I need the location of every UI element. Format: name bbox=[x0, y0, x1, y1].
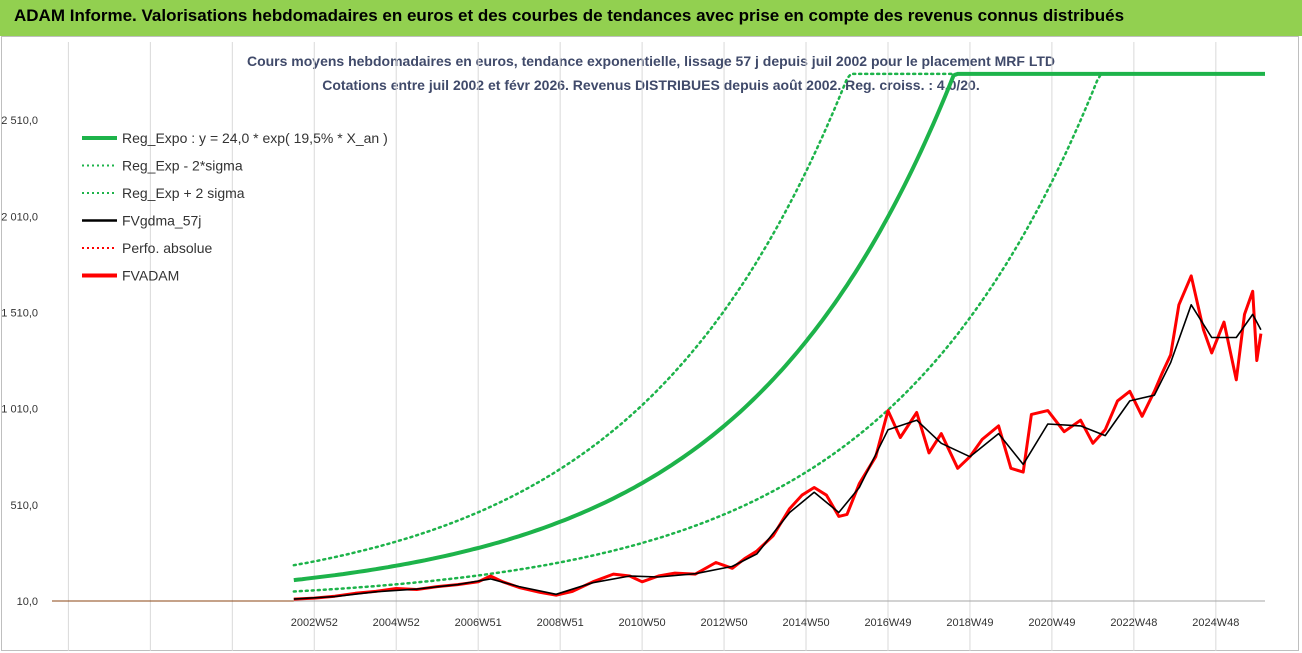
fvgdma-line bbox=[293, 303, 1262, 600]
legend-label: FVADAM bbox=[122, 268, 179, 284]
legend-label: Reg_Exp - 2*sigma bbox=[122, 158, 243, 174]
x-tick-label: 2012W50 bbox=[701, 617, 748, 629]
report-banner: ADAM Informe. Valorisations hebdomadaire… bbox=[0, 0, 1302, 36]
x-tick-label: 2024W48 bbox=[1192, 617, 1239, 629]
y-tick-label: 10,0 bbox=[17, 596, 38, 608]
y-tick-label: 1 510,0 bbox=[1, 307, 38, 319]
y-tick-label: 2 010,0 bbox=[1, 211, 38, 223]
y-tick-label: 510,0 bbox=[10, 500, 38, 512]
chart-frame bbox=[1, 36, 1299, 651]
trend-upper-line bbox=[292, 72, 1267, 567]
legend-label: Perfo. absolue bbox=[122, 240, 212, 256]
trend-expo-line bbox=[293, 71, 1265, 583]
x-tick-label: 2018W49 bbox=[946, 617, 993, 629]
x-tick-label: 2022W48 bbox=[1110, 617, 1157, 629]
legend-label: FVgdma_57j bbox=[122, 213, 201, 229]
series-lines bbox=[52, 71, 1267, 602]
legend: Reg_Expo : y = 24,0 * exp( 19,5% * X_an … bbox=[82, 130, 388, 284]
trend-lower-line bbox=[292, 72, 1267, 593]
x-tick-label: 2004W52 bbox=[373, 617, 420, 629]
y-tick-label: 1 010,0 bbox=[1, 404, 38, 416]
x-tick-label: 2010W50 bbox=[619, 617, 666, 629]
x-tick-label: 2002W52 bbox=[291, 617, 338, 629]
x-tick-label: 2008W51 bbox=[537, 617, 584, 629]
x-tick-label: 2020W49 bbox=[1028, 617, 1075, 629]
x-tick-label: 2014W50 bbox=[782, 617, 829, 629]
x-tick-label: 2006W51 bbox=[455, 617, 502, 629]
y-tick-label: 2 510,0 bbox=[1, 115, 38, 127]
legend-label: Reg_Exp + 2 sigma bbox=[122, 185, 245, 201]
x-axis: 2002W52 2004W52 2006W51 2008W51 2010W50 2012W… bbox=[291, 617, 1240, 629]
chart-title: Cours moyens hebdomadaires en euros, ten… bbox=[246, 53, 1056, 69]
chart-subtitle: Cotations entre juil 2002 et févr 2026. … bbox=[322, 77, 980, 93]
x-tick-label: 2016W49 bbox=[864, 617, 911, 629]
y-axis: 10,0 510,0 1 010,0 1 510,0 2 010,0 2 510,0 bbox=[1, 115, 38, 608]
fvadam-line bbox=[293, 274, 1263, 601]
legend-label: Reg_Expo : y = 24,0 * exp( 19,5% * X_an … bbox=[122, 130, 388, 146]
